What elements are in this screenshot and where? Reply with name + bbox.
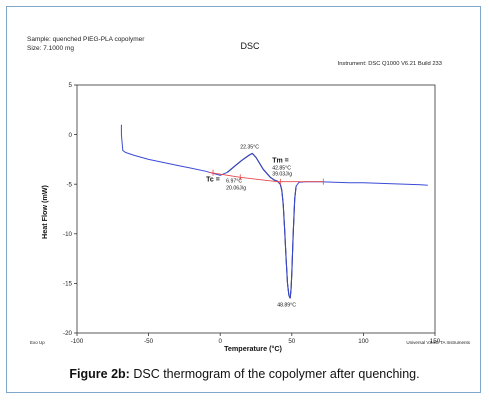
x-axis-label: Temperature (°C) — [224, 344, 282, 353]
annotation-label: Tm = — [272, 157, 289, 164]
y-tick-label: -20 — [63, 330, 73, 337]
annotation-label: Tc = — [206, 176, 220, 183]
series-layer — [120, 124, 428, 299]
instrument-label: Instrument: DSC Q1000 V6.21 Build 233 — [338, 61, 442, 67]
sample-label: Sample: quenched PIEG-PLA copolymer — [27, 36, 145, 43]
y-tick-label: 0 — [69, 132, 73, 139]
annotation-label: 6.97°C — [226, 178, 242, 184]
x-tick-label: 100 — [358, 338, 369, 345]
annotation-label: 42.85°C — [272, 165, 291, 171]
chart-title: DSC — [240, 41, 260, 51]
annotation-layer: 22.35°C Tm =42.85°C39.03J/g Tc = 6.97°C20.0… — [206, 144, 296, 308]
y-tick-label: -10 — [63, 231, 73, 238]
plot-area: Sample: quenched PIEG-PLA copolymer Size… — [21, 17, 475, 362]
annotation-label: 39.03J/g — [272, 171, 292, 177]
exo-label: Exo Up — [30, 340, 45, 345]
figure-caption: Figure 2b: DSC thermogram of the copolym… — [7, 367, 482, 381]
caption-label: Figure 2b: — [69, 367, 130, 381]
x-tick-label: -100 — [71, 338, 84, 345]
y-axis-label: Heat Flow (mW) — [40, 184, 49, 239]
software-label: Universal V3.8C TA Instruments — [406, 340, 470, 345]
annotation-label: 22.35°C — [240, 144, 259, 150]
y-tick-label: -15 — [63, 281, 73, 288]
x-tick-label: 0 — [218, 338, 222, 345]
axes-layer: 50-5-10-15-20-100 -50 0 50 100 150 — [63, 82, 441, 345]
dsc-chart: Sample: quenched PIEG-PLA copolymer Size… — [27, 36, 471, 353]
size-label: Size: 7.1000 mg — [27, 45, 74, 52]
figure-frame: Sample: quenched PIEG-PLA copolymer Size… — [6, 6, 481, 393]
annotation-label: 20.06J/g — [226, 185, 246, 191]
x-tick-label: 150 — [430, 338, 441, 345]
caption-text: DSC thermogram of the copolymer after qu… — [133, 367, 420, 381]
x-tick-label: 50 — [288, 338, 295, 345]
baseline-segment — [208, 171, 324, 183]
annotation-label: 48.89°C — [277, 302, 296, 308]
x-tick-label: -50 — [144, 338, 154, 345]
dsc-curve — [120, 124, 428, 299]
y-tick-label: -5 — [66, 181, 72, 188]
plot-frame — [76, 84, 436, 334]
y-tick-label: 5 — [69, 82, 73, 89]
